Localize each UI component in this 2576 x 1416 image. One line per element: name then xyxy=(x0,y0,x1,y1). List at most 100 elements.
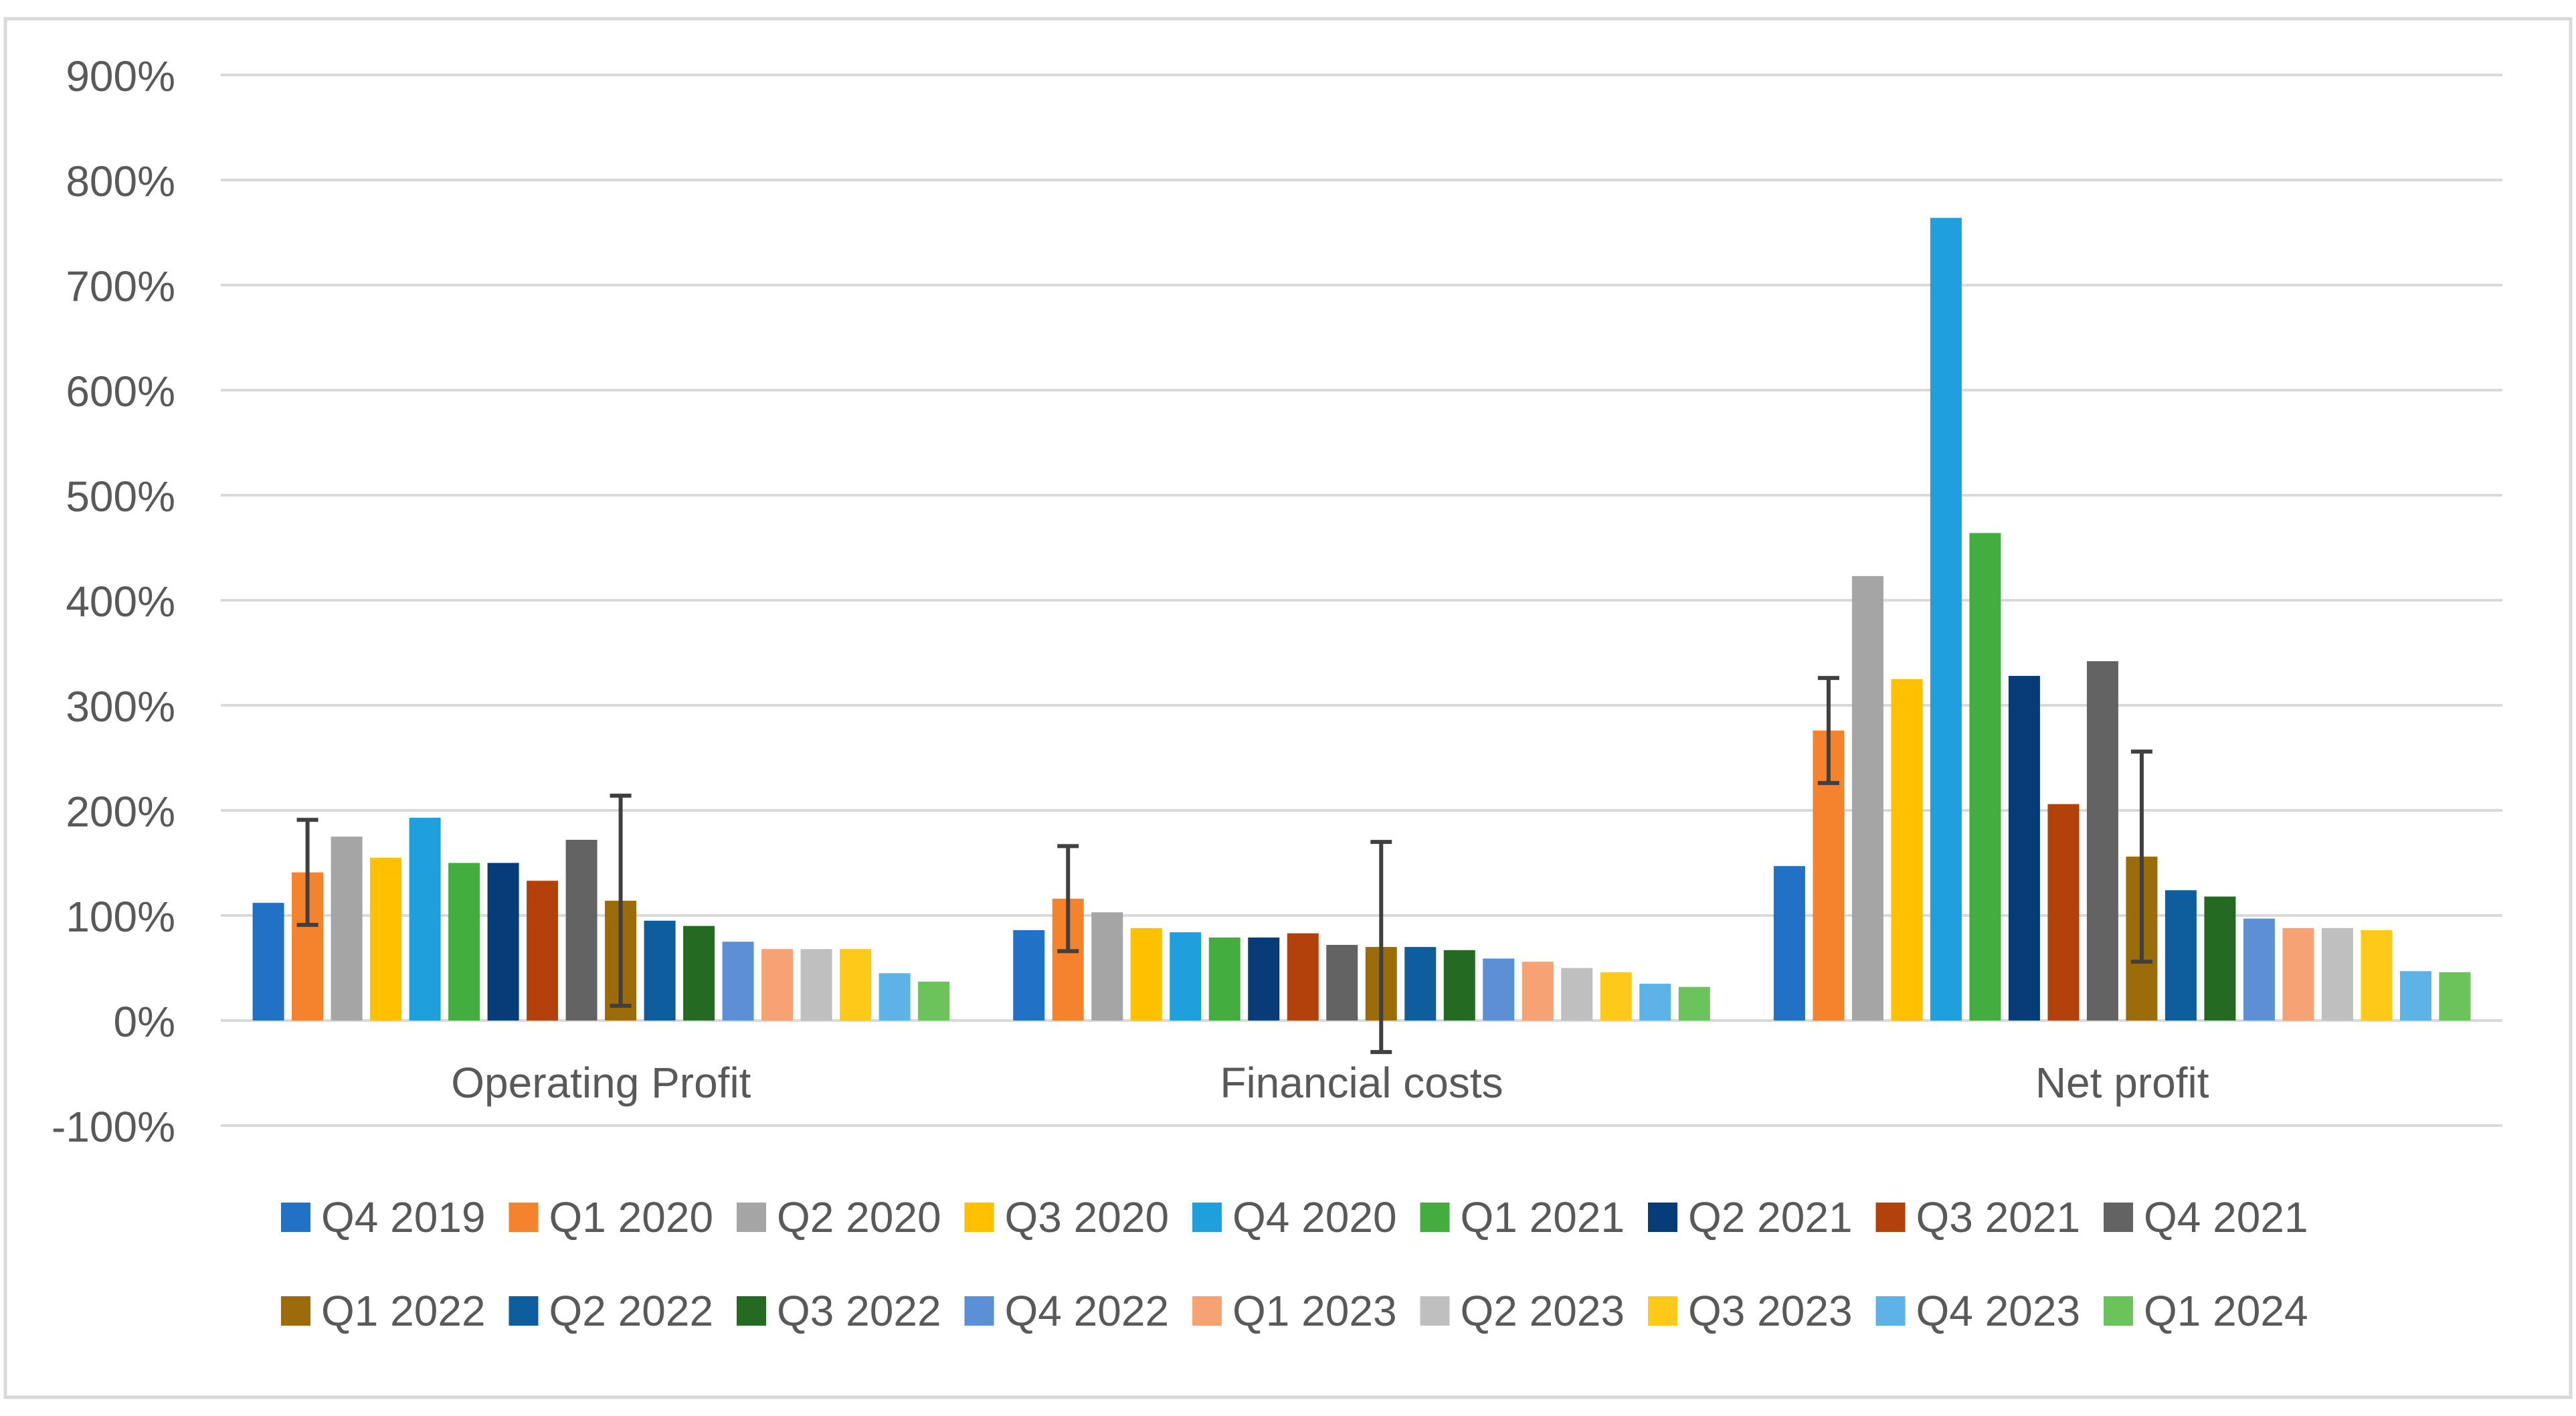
error-bar xyxy=(296,818,318,927)
bar-q1-2023-net-profit xyxy=(2282,927,2314,1021)
bar-q3-2023-operating-profit xyxy=(840,949,872,1021)
bar-q4-2023-operating-profit xyxy=(879,973,911,1021)
error-bar xyxy=(2130,749,2152,964)
legend-label: Q1 2020 xyxy=(549,1193,714,1241)
legend-label: Q2 2020 xyxy=(777,1193,941,1241)
legend-label: Q3 2021 xyxy=(1916,1193,2081,1241)
legend-label: Q3 2020 xyxy=(1005,1193,1170,1241)
bar-q3-2021-financial-costs xyxy=(1287,933,1319,1021)
legend-item: Q1 2023 xyxy=(1192,1287,1397,1335)
category-label: Operating Profit xyxy=(451,1059,751,1107)
bar-q3-2023-financial-costs xyxy=(1600,972,1632,1021)
legend-item: Q1 2020 xyxy=(509,1193,714,1241)
category-label: Net profit xyxy=(2035,1059,2209,1107)
legend-item: Q4 2023 xyxy=(1875,1287,2080,1335)
bar-q3-2021-operating-profit xyxy=(527,881,559,1021)
legend-item: Q2 2020 xyxy=(737,1193,941,1241)
legend-item: Q4 2022 xyxy=(964,1287,1170,1335)
bar-q4-2023-financial-costs xyxy=(1639,984,1671,1021)
y-tick-label: 600% xyxy=(66,367,175,416)
legend-swatch xyxy=(737,1296,766,1326)
legend-swatch xyxy=(509,1203,539,1232)
y-axis-ticks: -100% 0% 100% 200% 300% 400% 500% 600% 700% 800% 9… xyxy=(52,52,175,1151)
legend-swatch xyxy=(1648,1203,1677,1232)
x-axis-categories: Operating Profit Financial costs Net profi… xyxy=(451,1059,2209,1107)
y-tick-label: 200% xyxy=(66,788,175,836)
bar-q1-2024-operating-profit xyxy=(918,981,950,1021)
y-tick-label: 0% xyxy=(114,998,176,1046)
legend-item: Q1 2022 xyxy=(281,1287,486,1335)
legend-item: Q4 2020 xyxy=(1192,1193,1397,1241)
y-tick-label: 800% xyxy=(66,157,175,205)
legend-label: Q1 2021 xyxy=(1461,1193,1625,1241)
legend-label: Q1 2024 xyxy=(2144,1287,2308,1335)
gridlines xyxy=(221,74,2502,1127)
legend-swatch xyxy=(1420,1296,1450,1326)
bar-q4-2021-financial-costs xyxy=(1326,944,1358,1021)
legend-swatch xyxy=(1192,1296,1222,1326)
bars xyxy=(252,217,2471,1021)
bar-q1-2023-operating-profit xyxy=(761,949,794,1021)
bar-q1-2024-financial-costs xyxy=(1678,986,1710,1021)
legend-label: Q2 2021 xyxy=(1688,1193,1853,1241)
bar-q4-2022-operating-profit xyxy=(722,942,754,1021)
bar-q3-2022-operating-profit xyxy=(683,925,715,1021)
bar-q3-2020-net-profit xyxy=(1891,679,1923,1021)
legend-label: Q4 2022 xyxy=(1005,1287,1170,1335)
bar-q4-2020-financial-costs xyxy=(1170,932,1202,1021)
bar-q3-2020-operating-profit xyxy=(370,857,402,1021)
bar-q2-2021-financial-costs xyxy=(1248,937,1280,1021)
bar-q3-2020-financial-costs xyxy=(1130,927,1162,1021)
legend-swatch xyxy=(737,1203,766,1232)
legend-label: Q4 2021 xyxy=(2144,1193,2308,1241)
legend: Q4 2019 Q1 2020 Q2 2020 Q3 2020 Q4 2020 Q1 20… xyxy=(281,1193,2308,1335)
y-tick-label: 500% xyxy=(66,472,175,521)
bar-q4-2023-net-profit xyxy=(2399,971,2431,1021)
legend-swatch xyxy=(281,1296,310,1326)
bar-q2-2020-net-profit xyxy=(1851,576,1883,1021)
legend-label: Q2 2023 xyxy=(1461,1287,1625,1335)
legend-swatch xyxy=(964,1203,994,1232)
bar-q4-2022-financial-costs xyxy=(1483,958,1515,1021)
legend-item: Q3 2020 xyxy=(964,1193,1170,1241)
bar-q4-2022-net-profit xyxy=(2243,918,2275,1021)
y-tick-label: -100% xyxy=(52,1103,175,1151)
legend-swatch xyxy=(2104,1296,2133,1326)
y-tick-label: 700% xyxy=(66,262,175,311)
legend-item: Q2 2021 xyxy=(1648,1193,1853,1241)
legend-item: Q1 2021 xyxy=(1420,1193,1625,1241)
error-bar xyxy=(1057,844,1079,954)
legend-swatch xyxy=(964,1296,994,1326)
bar-q1-2021-net-profit xyxy=(1969,533,2001,1021)
category-label: Financial costs xyxy=(1220,1059,1503,1107)
bar-q4-2020-operating-profit xyxy=(409,817,441,1021)
legend-label: Q3 2023 xyxy=(1688,1287,1853,1335)
error-bar xyxy=(1817,676,1839,786)
bar-q4-2019-net-profit xyxy=(1773,866,1805,1021)
bar-q1-2024-net-profit xyxy=(2439,972,2471,1021)
bar-q4-2019-operating-profit xyxy=(252,903,284,1021)
legend-swatch xyxy=(1420,1203,1450,1232)
bar-q4-2021-operating-profit xyxy=(565,839,597,1021)
legend-swatch xyxy=(1648,1296,1677,1326)
legend-label: Q1 2023 xyxy=(1232,1287,1397,1335)
bar-q3-2021-net-profit xyxy=(2047,804,2080,1021)
error-bars xyxy=(296,676,2152,1055)
legend-item: Q4 2019 xyxy=(281,1193,486,1241)
legend-item: Q2 2022 xyxy=(509,1287,714,1335)
bar-q1-2021-financial-costs xyxy=(1208,937,1240,1021)
bar-q2-2023-operating-profit xyxy=(800,949,832,1021)
bar-q1-2021-operating-profit xyxy=(448,863,480,1021)
bar-q2-2023-net-profit xyxy=(2321,927,2353,1021)
legend-item: Q3 2021 xyxy=(1875,1193,2081,1241)
legend-swatch xyxy=(281,1203,310,1232)
legend-swatch xyxy=(2104,1203,2133,1232)
legend-label: Q2 2022 xyxy=(549,1287,714,1335)
error-bar xyxy=(610,794,632,1008)
bar-q2-2021-net-profit xyxy=(2008,676,2040,1021)
bar-q2-2022-operating-profit xyxy=(644,920,676,1021)
legend-swatch xyxy=(1875,1296,1906,1326)
legend-label: Q1 2022 xyxy=(321,1287,486,1335)
